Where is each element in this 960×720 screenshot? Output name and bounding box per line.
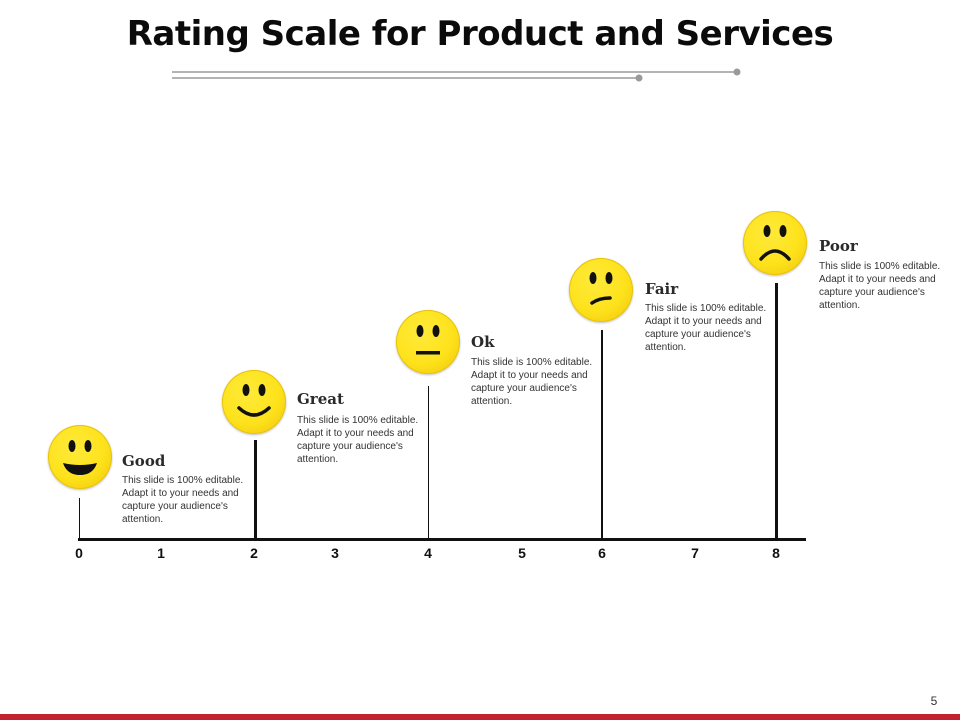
- tick-label-3: 3: [331, 545, 339, 561]
- decor-dot-bottom: [635, 74, 643, 82]
- tick-label-1: 1: [157, 545, 165, 561]
- rating-description-fair: This slide is 100% editable. Adapt it to…: [645, 303, 767, 353]
- rating-stem-ok: [428, 386, 429, 539]
- rating-stem-poor: [775, 283, 778, 539]
- title-underline-decor: [172, 68, 741, 82]
- smile-face-icon: [222, 370, 286, 434]
- rating-description-poor: This slide is 100% editable. Adapt it to…: [819, 261, 941, 311]
- tick-label-0: 0: [75, 545, 83, 561]
- tick-label-6: 6: [598, 545, 606, 561]
- rating-description-good: This slide is 100% editable. Adapt it to…: [122, 475, 244, 525]
- rating-stem-great: [254, 440, 257, 539]
- rating-label-ok: Ok: [471, 333, 495, 351]
- frown-face-icon: [743, 211, 807, 275]
- tick-label-8: 8: [772, 545, 780, 561]
- rating-label-good: Good: [122, 452, 166, 470]
- tick-label-7: 7: [691, 545, 699, 561]
- tick-label-5: 5: [518, 545, 526, 561]
- decor-dot-top: [733, 68, 741, 76]
- big-smile-face-icon: [48, 425, 112, 489]
- rating-description-great: This slide is 100% editable. Adapt it to…: [297, 415, 419, 465]
- neutral-face-icon: [396, 310, 460, 374]
- page-title: Rating Scale for Product and Services: [126, 14, 834, 54]
- tick-label-4: 4: [424, 545, 432, 561]
- rating-stem-fair: [601, 330, 603, 539]
- rating-label-fair: Fair: [645, 280, 679, 298]
- scale-axis: [78, 538, 806, 541]
- rating-label-great: Great: [297, 390, 344, 408]
- rating-description-ok: This slide is 100% editable. Adapt it to…: [471, 357, 593, 407]
- page-number: 5: [930, 694, 938, 708]
- slight-frown-face-icon: [569, 258, 633, 322]
- footer-accent-bar: [0, 714, 960, 720]
- tick-label-2: 2: [250, 545, 258, 561]
- rating-label-poor: Poor: [819, 237, 858, 255]
- rating-stem-good: [79, 498, 80, 539]
